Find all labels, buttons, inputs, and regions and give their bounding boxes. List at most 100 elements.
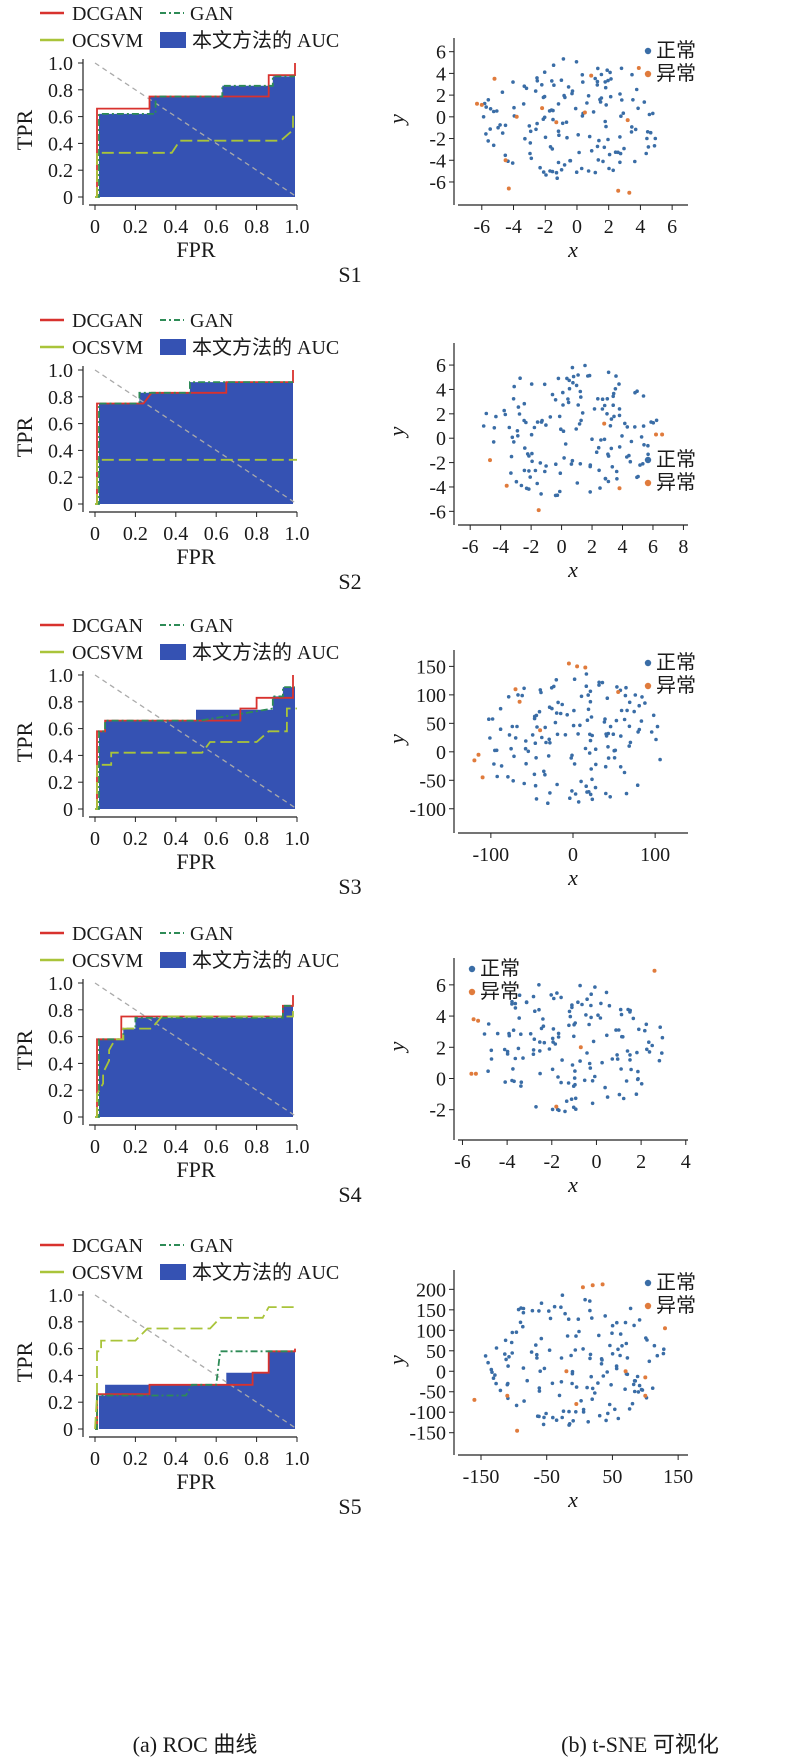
normal-point bbox=[534, 127, 538, 132]
x-tick-label: -2 bbox=[537, 216, 554, 238]
normal-point bbox=[522, 84, 527, 88]
y-tick-label: 6 bbox=[436, 975, 446, 997]
normal-point bbox=[590, 1386, 595, 1391]
normal-point bbox=[639, 435, 644, 439]
normal-point bbox=[511, 1028, 516, 1032]
x-axis-label: x bbox=[567, 1487, 578, 1512]
normal-point bbox=[637, 1027, 641, 1032]
normal-point bbox=[637, 727, 642, 732]
normal-point bbox=[579, 166, 584, 171]
x-axis-label: x bbox=[567, 1172, 578, 1197]
legend-label-dcgan: DCGAN bbox=[72, 615, 143, 637]
normal-point bbox=[528, 129, 533, 134]
normal-point bbox=[630, 72, 634, 77]
normal-point bbox=[493, 1373, 497, 1377]
normal-point bbox=[585, 1051, 589, 1055]
normal-point bbox=[652, 144, 657, 148]
normal-point bbox=[573, 106, 578, 111]
x-tick-label: -2 bbox=[523, 536, 540, 558]
normal-point bbox=[609, 446, 614, 451]
normal-point bbox=[534, 1105, 538, 1109]
normal-point bbox=[510, 435, 515, 440]
normal-point bbox=[517, 993, 522, 997]
normal-point bbox=[602, 403, 607, 408]
normal-point bbox=[598, 486, 602, 490]
normal-point bbox=[490, 717, 495, 721]
x-tick-label: 0.6 bbox=[204, 1136, 229, 1158]
roc-curve-gan bbox=[95, 75, 295, 198]
x-tick-label: 0 bbox=[591, 1151, 601, 1173]
normal-point bbox=[620, 98, 624, 102]
normal-point bbox=[538, 1049, 542, 1053]
anomaly-point bbox=[488, 458, 492, 463]
normal-point bbox=[593, 1391, 597, 1395]
normal-point bbox=[488, 127, 493, 131]
normal-point bbox=[615, 685, 619, 689]
normal-point bbox=[523, 446, 527, 450]
normal-point bbox=[587, 373, 592, 378]
normal-point bbox=[567, 1409, 571, 1414]
normal-point bbox=[521, 1310, 526, 1315]
x-tick-label: -100 bbox=[473, 844, 510, 866]
normal-point bbox=[564, 1099, 569, 1103]
normal-point bbox=[625, 1356, 630, 1360]
y-tick-label: 100 bbox=[416, 1320, 446, 1342]
legend-label-ocsvm: OCSVM bbox=[72, 337, 143, 359]
normal-point bbox=[522, 468, 527, 473]
normal-point bbox=[587, 751, 592, 755]
normal-point bbox=[615, 477, 619, 481]
normal-point bbox=[547, 1047, 552, 1051]
normal-point bbox=[606, 452, 610, 457]
x-tick-label: 150 bbox=[663, 1466, 693, 1488]
normal-point bbox=[597, 680, 601, 685]
normal-point bbox=[538, 1040, 542, 1044]
y-tick-label: 200 bbox=[416, 1279, 446, 1301]
normal-point bbox=[583, 1297, 587, 1302]
normal-point bbox=[559, 1080, 563, 1085]
anomaly-point bbox=[472, 758, 477, 763]
normal-point bbox=[574, 60, 579, 64]
normal-point bbox=[607, 152, 612, 157]
normal-point bbox=[519, 1032, 523, 1036]
normal-point bbox=[574, 427, 578, 431]
x-tick-label: 1.0 bbox=[285, 1136, 310, 1158]
normal-point bbox=[604, 791, 608, 796]
normal-point bbox=[570, 1381, 574, 1386]
legend-label-dcgan: DCGAN bbox=[72, 923, 143, 945]
normal-point bbox=[578, 983, 582, 988]
normal-point bbox=[543, 135, 548, 140]
normal-point bbox=[611, 168, 615, 173]
normal-point bbox=[641, 394, 646, 398]
normal-point bbox=[484, 411, 489, 416]
normal-point bbox=[486, 1069, 490, 1073]
normal-point bbox=[595, 83, 600, 87]
normal-point bbox=[618, 151, 623, 156]
normal-point bbox=[602, 437, 607, 442]
normal-point bbox=[573, 1021, 577, 1025]
normal-point bbox=[617, 1028, 621, 1032]
normal-point bbox=[616, 1416, 621, 1421]
normal-point bbox=[585, 997, 589, 1001]
normal-point bbox=[542, 1040, 547, 1045]
normal-point bbox=[511, 397, 516, 401]
normal-point bbox=[599, 72, 604, 77]
normal-point bbox=[589, 767, 593, 771]
legend-label-anomaly: 异常 bbox=[656, 674, 696, 697]
y-tick-label: 50 bbox=[426, 1341, 446, 1363]
normal-point bbox=[589, 149, 594, 153]
roc-curve-gan bbox=[95, 686, 295, 810]
normal-point bbox=[647, 112, 652, 117]
x-tick-label: 0 bbox=[568, 844, 578, 866]
normal-point bbox=[535, 121, 539, 126]
normal-point bbox=[628, 1053, 632, 1057]
normal-point bbox=[552, 1304, 557, 1309]
normal-point bbox=[589, 715, 594, 719]
normal-point bbox=[507, 425, 512, 430]
normal-point bbox=[655, 1353, 660, 1358]
normal-point bbox=[608, 424, 613, 428]
normal-point bbox=[503, 1338, 508, 1343]
normal-point bbox=[632, 709, 636, 714]
normal-point bbox=[524, 1000, 529, 1004]
normal-point bbox=[608, 70, 612, 75]
